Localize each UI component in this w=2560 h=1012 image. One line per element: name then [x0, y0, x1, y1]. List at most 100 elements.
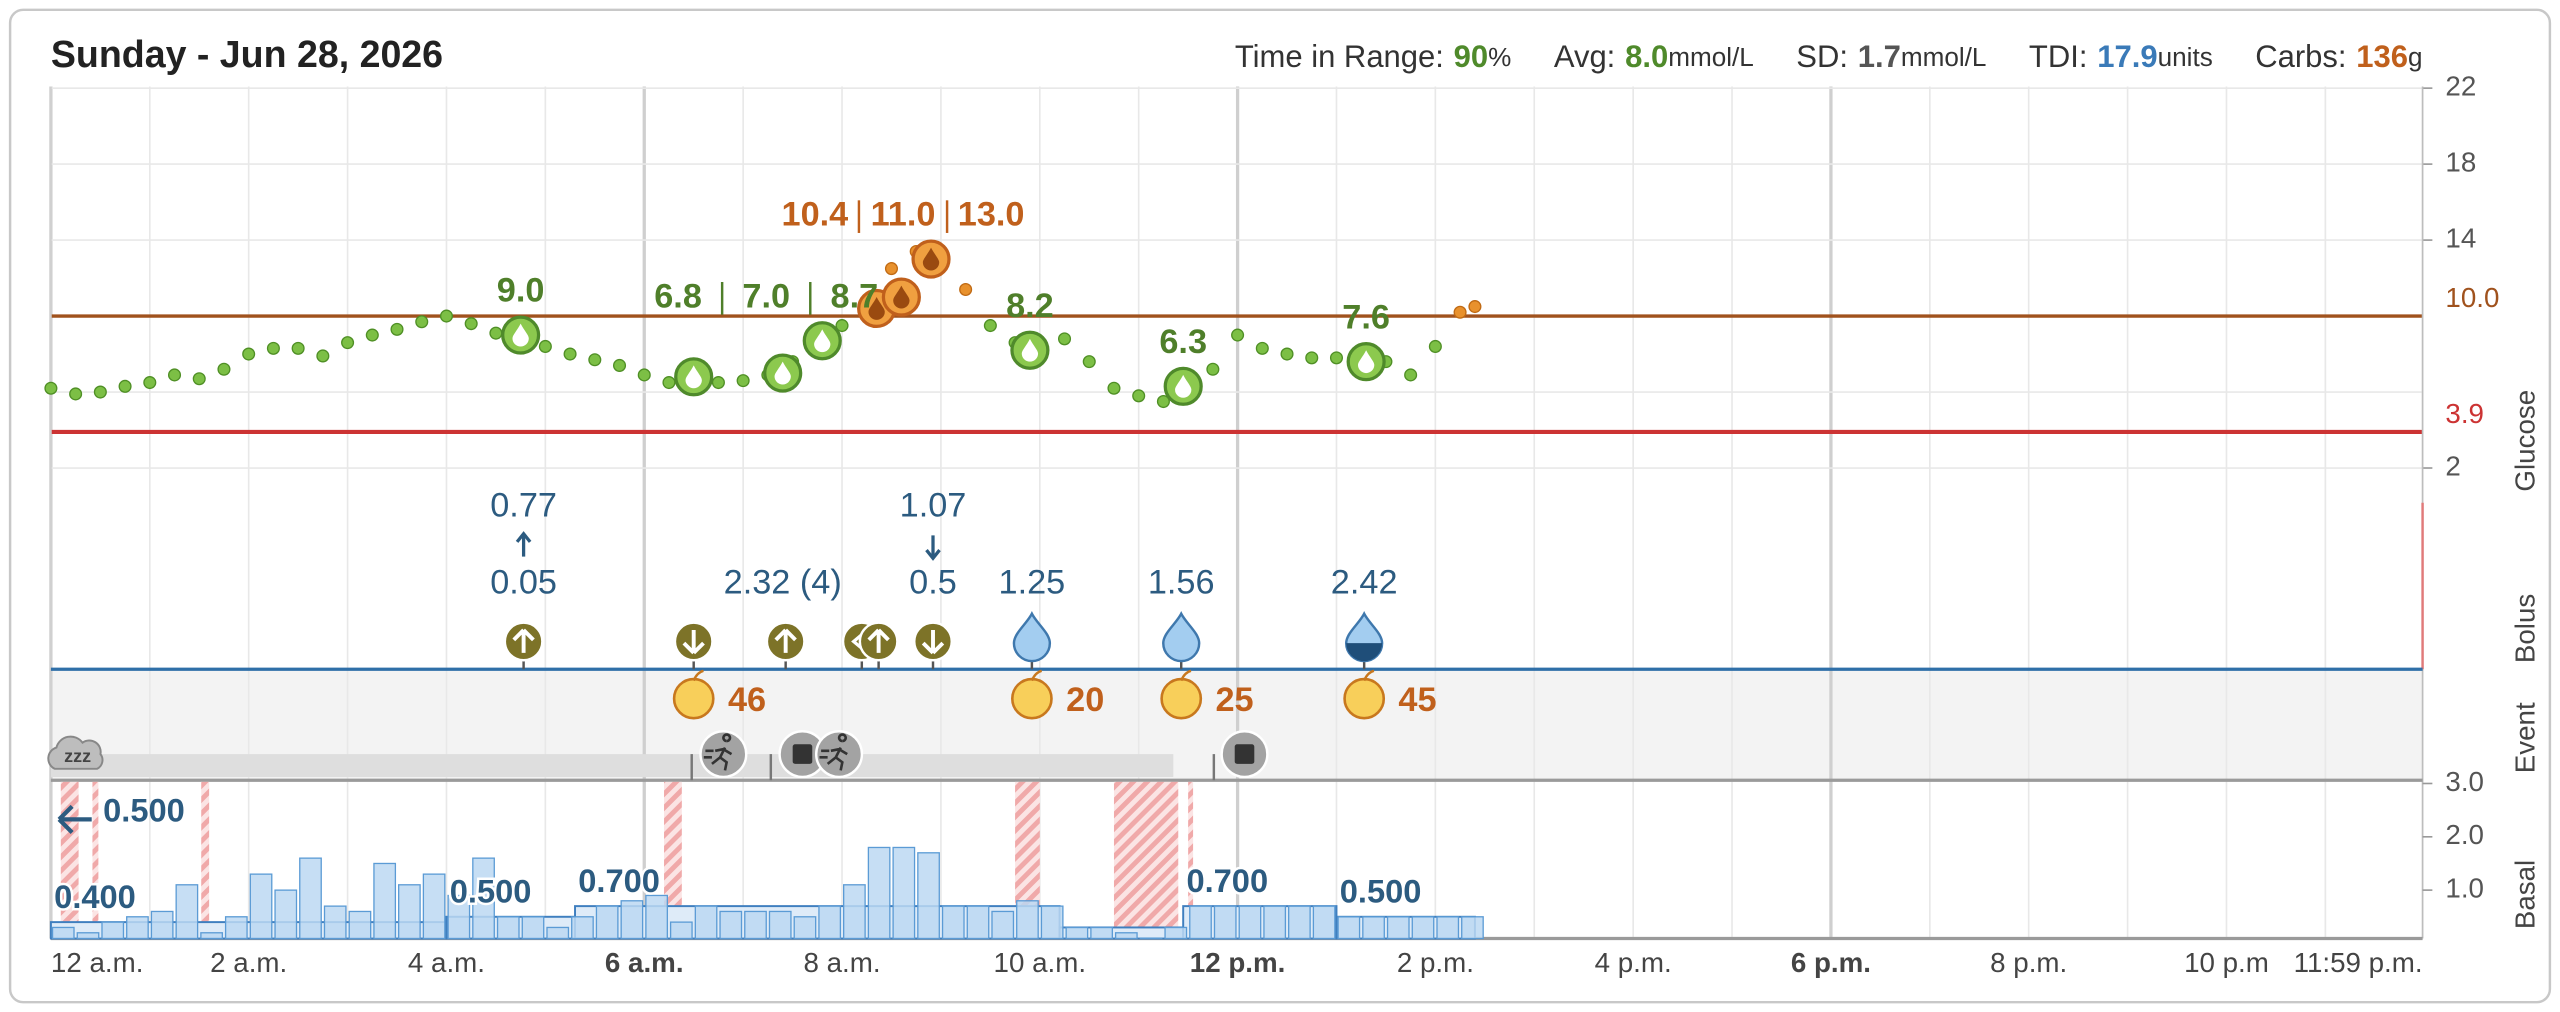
- apple-stem: [1180, 669, 1192, 682]
- x-tick-label: 6 a.m.: [605, 947, 684, 978]
- x-tick-label: 10 p.m: [2184, 947, 2269, 978]
- basal-bar: [546, 926, 570, 940]
- bg-reading-label: 7.0: [742, 277, 790, 315]
- cgm-point: [242, 347, 256, 361]
- stat-label: Carbs:: [2255, 39, 2346, 74]
- bolus-glyph: [774, 628, 797, 653]
- basal-bar: [941, 905, 965, 940]
- cgm-point: [1132, 389, 1146, 403]
- basal-rate-label: 0.400: [54, 878, 136, 915]
- basal-bar: [843, 884, 866, 940]
- panel-label: Bolus: [2509, 594, 2540, 663]
- y-tick-label: 2.0: [2445, 819, 2484, 850]
- bolus-requested-label: 0.77: [490, 487, 557, 525]
- suspend: [1113, 781, 1179, 937]
- basal-bar: [1312, 905, 1336, 940]
- basal-bar: [1238, 905, 1262, 940]
- x-tick-label: 8 p.m.: [1990, 947, 2067, 978]
- cgm-point: [291, 341, 305, 355]
- basal-bar: [1436, 916, 1460, 940]
- panel-label: Event: [2509, 702, 2540, 773]
- basal-bar: [991, 910, 1015, 940]
- basal-rate-label: 0.500: [1340, 873, 1422, 910]
- x-tick-label: 4 a.m.: [408, 947, 485, 978]
- bolus-label: 0.5: [909, 563, 957, 601]
- basal-bar: [200, 932, 223, 940]
- cgm-point: [612, 358, 627, 372]
- carry-in-arrow: [57, 804, 92, 834]
- stat-unit: g: [2408, 42, 2423, 72]
- y-tick-label: 2: [2445, 450, 2460, 481]
- carb-apple: [1343, 677, 1386, 720]
- basal-bar: [1288, 905, 1311, 940]
- basal-bar: [1016, 900, 1039, 940]
- cgm-point: [439, 309, 453, 323]
- cgm-point: [711, 376, 725, 390]
- basal-bar: [348, 910, 372, 940]
- carry-in-label: 0.500: [103, 791, 185, 828]
- carb-label: 20: [1066, 681, 1104, 719]
- bolus-label: 2.42: [1331, 563, 1398, 601]
- cgm-point: [266, 341, 280, 355]
- drop-glyph: [512, 323, 529, 347]
- bolus-glyph: [921, 630, 945, 655]
- cgm-point: [1206, 362, 1220, 376]
- y-tick-label: 3.0: [2445, 766, 2484, 797]
- event-icon: [814, 730, 864, 779]
- stat-unit: units: [2158, 42, 2213, 72]
- cgm-point: [390, 322, 404, 336]
- cgm-point: [662, 376, 676, 390]
- bolus-label: 1.25: [999, 563, 1066, 601]
- panel-label: Basal: [2509, 860, 2540, 929]
- basal-bar: [571, 916, 594, 940]
- bolus-arrow-head: [925, 549, 941, 561]
- drop-glyph: [922, 247, 940, 271]
- basal-bar: [1090, 926, 1113, 940]
- basal-bar: [299, 857, 322, 940]
- basal-bar: [793, 916, 817, 940]
- exercise-glyph: [819, 733, 848, 771]
- bg-reading-label: 9.0: [497, 272, 545, 310]
- cgm-point: [489, 326, 503, 340]
- stat-label: Avg:: [1554, 39, 1615, 74]
- basal-bar: [719, 910, 743, 940]
- carb-apple: [1160, 677, 1203, 720]
- card: [8, 8, 2552, 1004]
- cgm-point: [1082, 355, 1096, 369]
- stat-value: 17.9: [2097, 39, 2157, 74]
- y-tick-label: 18: [2445, 146, 2476, 177]
- cgm-point: [736, 374, 750, 388]
- carb-label: 45: [1398, 681, 1436, 719]
- bolus-arrow-head: [515, 531, 532, 543]
- cgm-point: [1329, 351, 1344, 365]
- stat-label: TDI:: [2029, 39, 2088, 74]
- stat-value: 90: [1454, 39, 1488, 74]
- basal-bar: [1189, 905, 1212, 940]
- low-target-label: 3.9: [2445, 398, 2484, 429]
- bolus-drop-fill: [1346, 643, 1383, 662]
- bg-reading-label: 8.7: [831, 277, 879, 315]
- cgm-point: [365, 328, 379, 342]
- basal-rate-label: 0.700: [578, 862, 660, 899]
- cgm-point: [637, 368, 651, 382]
- cgm-point: [1156, 395, 1170, 409]
- stop-glyph: [792, 744, 813, 764]
- cgm-point: [1404, 368, 1418, 382]
- cgm-point: [167, 368, 182, 382]
- x-tick-label: 10 a.m.: [994, 947, 1087, 978]
- basal-bar: [373, 862, 397, 940]
- bg-reading-label: 13.0: [958, 196, 1025, 234]
- cgm-point: [884, 262, 899, 276]
- x-tick-label: 4 p.m.: [1595, 947, 1672, 978]
- cgm-point: [1428, 339, 1442, 353]
- drop-glyph: [814, 329, 831, 353]
- cgm-point: [1057, 332, 1072, 346]
- basal-bar: [694, 905, 718, 940]
- stat-label: SD:: [1796, 39, 1848, 74]
- apple-stem: [692, 669, 704, 682]
- cgm-point: [1231, 328, 1245, 342]
- stat-value: 1.7: [1858, 39, 1901, 74]
- plot: Time in Range: 90% Avg: 8.0mmol/L SD: 1.7mmol…: [44, 39, 2540, 978]
- bolus-drop: [1162, 610, 1201, 663]
- basal-bar: [496, 916, 520, 940]
